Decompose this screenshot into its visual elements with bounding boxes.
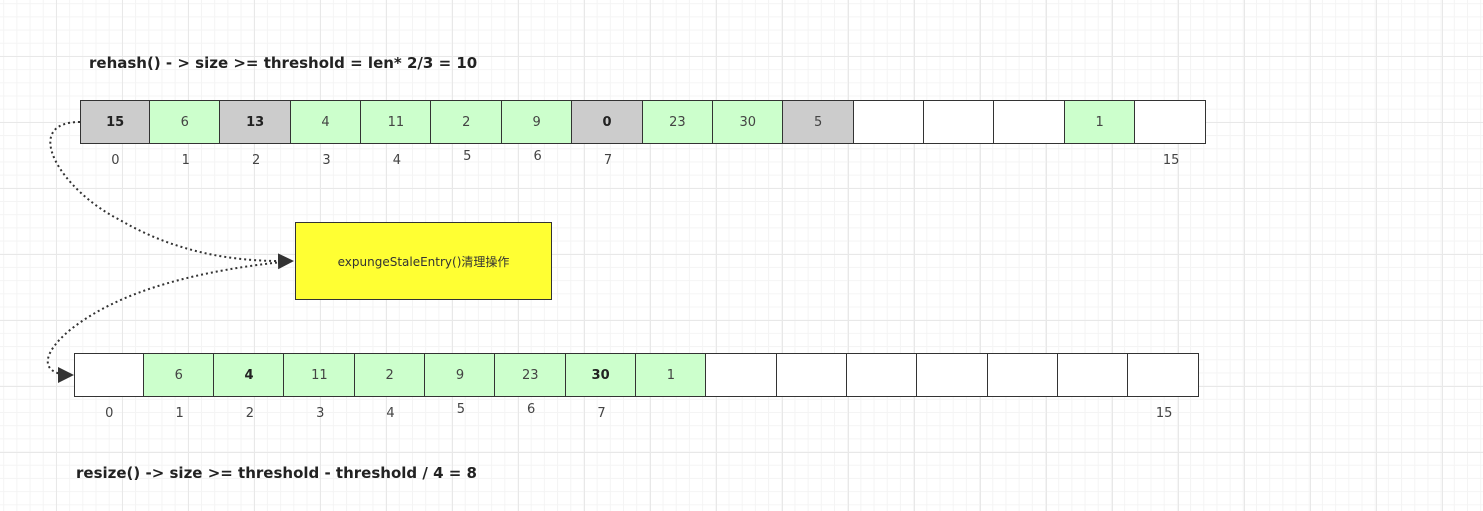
array-slot: [1127, 353, 1199, 397]
array-slot: 1: [635, 353, 707, 397]
array-slot: 15: [80, 100, 151, 144]
arrow-box-to-bottom: [46, 260, 293, 383]
index-label: 6: [533, 149, 542, 164]
index-label: 7: [603, 153, 613, 168]
index-label: 4: [392, 153, 401, 168]
array-slot: 30: [564, 353, 637, 397]
index-label: 6: [527, 402, 536, 417]
arrow-top-to-box: [49, 121, 294, 270]
array-slot: 4: [289, 100, 362, 144]
index-label: 2: [251, 153, 261, 168]
array-slot: [916, 353, 989, 397]
index-label: 2: [245, 406, 255, 421]
index-label: 5: [456, 402, 465, 417]
rehash-label: rehash() - > size >= threshold = len* 2/…: [89, 54, 478, 72]
index-label: 1: [175, 406, 184, 421]
index-label: 5: [463, 149, 472, 164]
resize-label: resize() -> size >= threshold - threshol…: [76, 464, 477, 482]
index-label: 4: [386, 406, 395, 421]
array-slot: 0: [571, 100, 643, 144]
index-label: 0: [111, 153, 120, 168]
array-slot: 11: [360, 100, 432, 144]
array-slot: [845, 353, 918, 397]
index-label: 15: [1155, 406, 1173, 421]
array-slot: 30: [711, 100, 784, 144]
array-slot: 2: [430, 100, 503, 144]
index-label: 1: [181, 153, 190, 168]
array-slot: [923, 100, 995, 144]
array-slot: [775, 353, 848, 397]
index-label: 15: [1162, 153, 1180, 168]
array-slot: [986, 353, 1059, 397]
array-slot: 4: [213, 353, 285, 397]
index-label: 0: [105, 406, 114, 421]
index-label: 7: [597, 406, 606, 421]
array-slot: [1134, 100, 1206, 144]
index-label: 3: [316, 406, 325, 421]
array-slot: [74, 353, 145, 397]
array-slot: 9: [424, 353, 496, 397]
array-slot: [993, 100, 1066, 144]
array-slot: 11: [283, 353, 356, 397]
array-slot: 23: [641, 100, 714, 144]
array-slot: 23: [494, 353, 567, 397]
array-slot: [705, 353, 778, 397]
array-slot: 6: [148, 100, 221, 144]
index-label: 3: [322, 153, 331, 168]
expunge-stale-entry-box: expungeStaleEntry()清理操作: [295, 222, 552, 300]
